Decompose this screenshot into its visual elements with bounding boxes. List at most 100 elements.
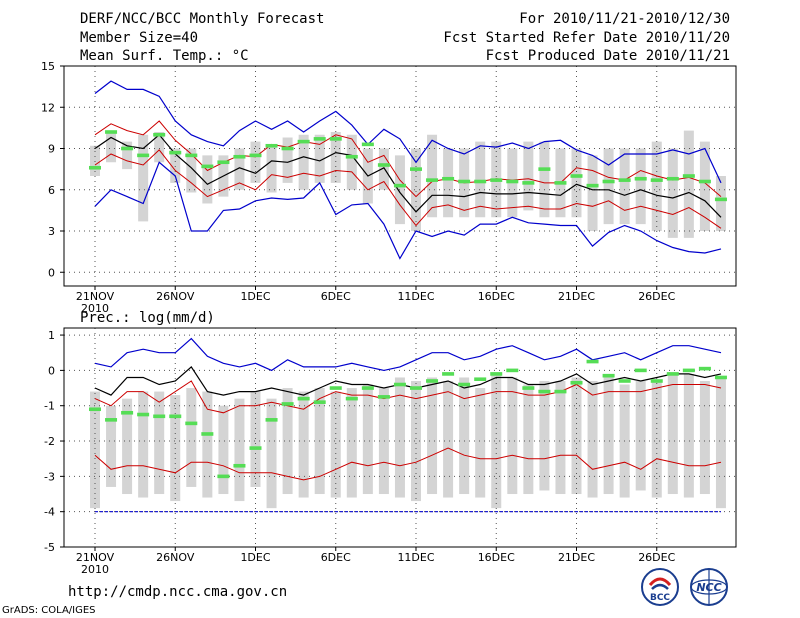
temp-spread-box xyxy=(170,148,181,183)
temp-observed-marker xyxy=(361,142,374,147)
prec-observed-marker xyxy=(618,379,631,383)
temp-ytick-label: 0 xyxy=(48,266,55,279)
prec-spread-box xyxy=(250,391,261,487)
prec-spread-box xyxy=(202,391,213,498)
prec-spread-box xyxy=(667,373,678,495)
source-url[interactable]: http://cmdp.ncc.cma.gov.cn xyxy=(68,584,288,600)
prec-observed-marker xyxy=(522,386,535,390)
prec-spread-box xyxy=(362,384,373,495)
temp-xtick-label: 26DEC xyxy=(638,290,675,303)
temp-observed-marker xyxy=(458,179,471,184)
prec-spread-box xyxy=(715,377,726,509)
prec-xtick-label: 11DEC xyxy=(397,551,434,564)
prec-observed-marker xyxy=(393,382,406,387)
temp-spread-box xyxy=(475,141,486,218)
temp-observed-marker xyxy=(89,165,101,170)
prec-observed-marker xyxy=(121,410,134,415)
prec-spread-box xyxy=(186,388,197,487)
prec-observed-marker xyxy=(329,386,342,390)
temp-observed-marker xyxy=(410,167,422,171)
temp-spread-box xyxy=(282,137,293,183)
prec-spread-box xyxy=(218,405,229,495)
prec-spread-box xyxy=(443,380,454,498)
prec-observed-marker xyxy=(410,386,422,390)
prec-observed-marker xyxy=(506,368,519,373)
temp-ytick-label: 12 xyxy=(41,101,55,114)
prec-spread-box xyxy=(475,388,486,498)
temp-spread-box xyxy=(330,132,341,183)
prec-observed-marker xyxy=(281,402,294,406)
temp-observed-marker xyxy=(682,174,695,178)
prec-spread-box xyxy=(523,384,534,495)
prec-spread-box xyxy=(539,380,550,491)
temp-observed-marker xyxy=(217,160,230,165)
temp-spread-box xyxy=(314,134,325,183)
prec-observed-marker xyxy=(345,396,358,401)
temp-observed-marker xyxy=(393,183,406,188)
prec-observed-marker xyxy=(201,432,214,436)
prec-spread-box xyxy=(122,398,133,495)
temp-panel: 0 3 6 9 12 15 21NOV 26NOV 1DEC 6DEC 11DEC 16DEC 21DE… xyxy=(41,60,737,315)
prec-xtick-label: 1DEC xyxy=(240,551,270,564)
prec-observed-marker xyxy=(105,418,118,422)
temp-xtick-label: 16DEC xyxy=(478,290,515,303)
prec-spread-box xyxy=(234,398,245,502)
prec-xtick-label: 21NOV xyxy=(76,551,115,564)
temp-observed-marker xyxy=(265,143,278,148)
prec-spread-box xyxy=(635,380,646,491)
prec-observed-marker xyxy=(474,377,487,382)
temp-observed-marker xyxy=(538,167,551,171)
temp-spread-box xyxy=(266,145,277,193)
prec-observed-marker xyxy=(490,372,503,376)
temp-spread-box xyxy=(699,141,710,231)
temp-line-mean_plus_std xyxy=(94,120,722,198)
prec-spread-box xyxy=(298,391,309,498)
temp-observed-marker xyxy=(666,176,679,181)
prec-observed-marker xyxy=(586,359,599,364)
title-left-2: Member Size=40 xyxy=(80,30,199,46)
prec-spread-box xyxy=(555,380,566,495)
temp-observed-marker xyxy=(297,139,310,144)
prec-observed-marker xyxy=(137,412,150,417)
temp-observed-marker xyxy=(329,137,342,141)
temp-observed-marker xyxy=(233,154,246,159)
prec-observed-marker xyxy=(377,395,390,399)
prec-spread-box xyxy=(459,377,470,495)
title-left-1: DERF/NCC/BCC Monthly Forecast xyxy=(80,11,325,27)
temp-ytick-label: 3 xyxy=(48,225,55,238)
prec-observed-marker xyxy=(249,446,262,450)
temp-observed-marker xyxy=(426,178,439,182)
temp-xtick-label: 21NOV xyxy=(76,290,115,303)
temp-spread-box xyxy=(523,141,534,211)
grads-credit: GrADS: COLA/IGES xyxy=(2,605,96,616)
temp-observed-marker xyxy=(490,178,503,182)
temp-spread-box xyxy=(122,141,133,170)
temp-ytick-label: 6 xyxy=(48,184,55,197)
prec-spread-box xyxy=(491,373,502,509)
prec-spread-box xyxy=(394,377,405,498)
temp-spread-box xyxy=(154,132,165,163)
temp-observed-marker xyxy=(137,153,150,158)
ncc-logo-text: NCC xyxy=(696,581,721,594)
prec-ytick-label: -2 xyxy=(44,435,55,448)
temp-observed-marker xyxy=(522,181,535,185)
temp-spread-box xyxy=(587,155,598,231)
prec-xtick-label: 26DEC xyxy=(638,551,675,564)
prec-observed-marker xyxy=(153,414,166,419)
temp-frame xyxy=(63,65,737,287)
prec-observed-marker xyxy=(265,418,278,422)
prec-spread-box xyxy=(683,373,694,498)
prec-observed-marker xyxy=(714,375,727,380)
temp-spread-box xyxy=(378,148,389,190)
temp-xtick-label: 26NOV xyxy=(156,290,195,303)
temp-observed-marker xyxy=(185,153,198,158)
temp-observed-marker xyxy=(650,178,663,182)
prec-line-low xyxy=(94,447,722,481)
prec-spread-box xyxy=(106,405,117,487)
temp-spread-box xyxy=(186,148,197,193)
prec-xtick-label: 16DEC xyxy=(478,551,515,564)
prec-observed-marker xyxy=(217,474,230,479)
bcc-logo-text: BCC xyxy=(650,593,670,603)
temp-spread-box xyxy=(138,134,149,222)
prec-spread-box xyxy=(587,380,598,498)
